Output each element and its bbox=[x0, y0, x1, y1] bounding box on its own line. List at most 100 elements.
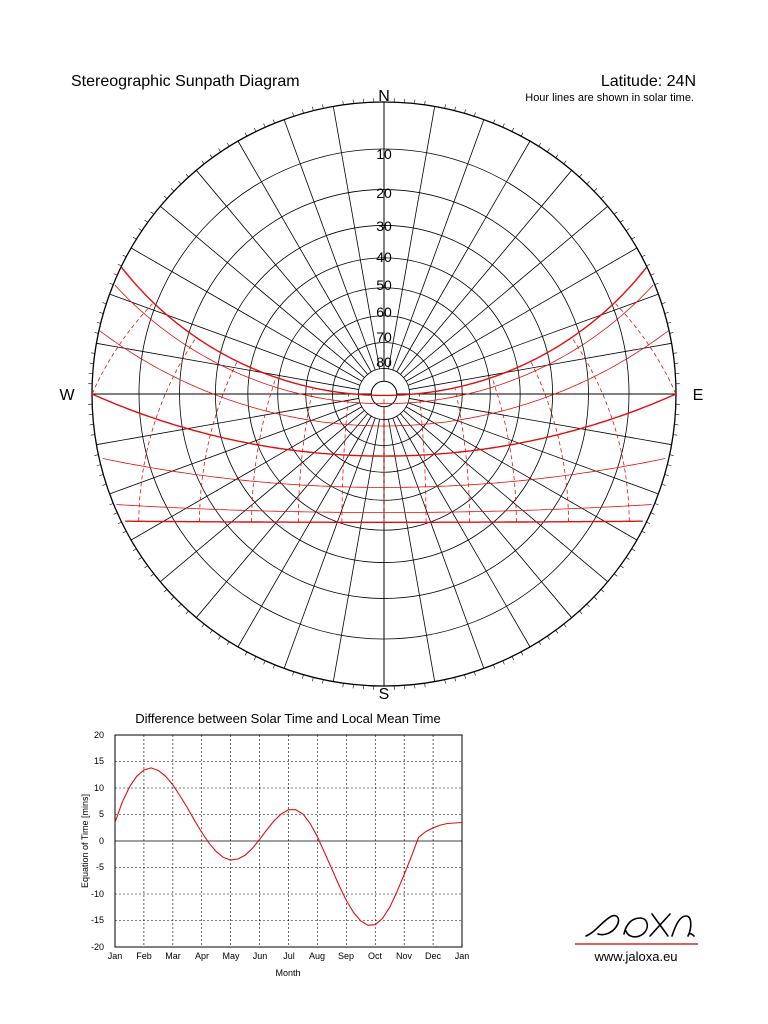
azimuth-line bbox=[392, 119, 485, 371]
azimuth-tick bbox=[218, 148, 221, 153]
azimuth-line bbox=[237, 140, 372, 373]
azimuth-tick bbox=[90, 352, 95, 354]
altitude-label-30: 30 bbox=[376, 218, 392, 234]
azimuth-tick bbox=[625, 557, 630, 560]
y-tick-label: -15 bbox=[91, 915, 104, 925]
hour-line bbox=[91, 303, 153, 394]
azimuth-tick bbox=[620, 565, 624, 569]
azimuth-tick bbox=[342, 683, 344, 688]
y-tick-label: 0 bbox=[99, 836, 104, 846]
azimuth-tick bbox=[586, 603, 590, 608]
azimuth-tick bbox=[292, 671, 295, 676]
eot-y-ticks: 20 15 10 5 0 -5 -10 -15 -20 bbox=[91, 730, 104, 952]
azimuth-tick bbox=[144, 565, 148, 569]
azimuth-tick bbox=[631, 236, 636, 240]
eot-x-ticks: Jan Feb Mar Apr May Jun Jul Aug Sep Oct … bbox=[108, 951, 470, 961]
azimuth-tick bbox=[122, 530, 127, 534]
azimuth-tick bbox=[444, 104, 446, 109]
y-tick-label: 20 bbox=[94, 730, 104, 740]
azimuth-tick bbox=[132, 548, 137, 552]
azimuth-tick bbox=[673, 352, 678, 354]
azimuth-tick bbox=[593, 188, 598, 192]
eot-grid bbox=[115, 735, 462, 947]
azimuth-tick bbox=[150, 211, 155, 215]
azimuth-tick bbox=[102, 483, 107, 486]
azimuth-tick bbox=[218, 635, 221, 640]
x-tick-label: Oct bbox=[368, 951, 383, 961]
hour-line bbox=[530, 362, 569, 522]
x-tick-label: Jan bbox=[455, 951, 470, 961]
equation-of-time-chart: Difference between Solar Time and Local … bbox=[80, 711, 469, 978]
azimuth-tick bbox=[473, 112, 476, 117]
azimuth-tick bbox=[555, 630, 559, 634]
hour-line bbox=[298, 388, 314, 523]
azimuth-line bbox=[405, 406, 638, 541]
azimuth-tick bbox=[90, 434, 95, 436]
azimuth-tick bbox=[424, 100, 426, 105]
azimuth-line bbox=[195, 413, 368, 618]
azimuth-tick bbox=[654, 503, 659, 506]
altitude-label-70: 70 bbox=[376, 329, 392, 345]
x-tick-label: Apr bbox=[195, 951, 209, 961]
azimuth-tick bbox=[209, 630, 213, 634]
hour-line bbox=[341, 394, 350, 523]
azimuth-tick bbox=[502, 123, 505, 128]
azimuth-tick bbox=[138, 228, 143, 231]
azimuth-line bbox=[283, 417, 376, 669]
azimuth-tick bbox=[547, 148, 550, 153]
azimuth-line bbox=[96, 342, 359, 390]
azimuth-line bbox=[388, 106, 436, 369]
azimuth-line bbox=[403, 410, 608, 583]
y-tick-label: 15 bbox=[94, 756, 104, 766]
azimuth-tick bbox=[464, 109, 466, 114]
eot-chart-title: Difference between Solar Time and Local … bbox=[135, 711, 440, 726]
altitude-label-80: 80 bbox=[376, 354, 392, 370]
azimuth-tick bbox=[654, 282, 659, 285]
azimuth-tick bbox=[209, 154, 213, 158]
hour-line bbox=[138, 338, 196, 522]
declination-sunpath bbox=[102, 458, 666, 488]
sunpath-curves bbox=[91, 266, 677, 523]
azimuth-tick bbox=[641, 254, 646, 258]
azimuth-tick bbox=[109, 282, 114, 285]
azimuth-tick bbox=[664, 474, 669, 476]
azimuth-tick bbox=[600, 195, 605, 199]
azimuth-line bbox=[160, 410, 365, 583]
azimuth-tick bbox=[292, 112, 295, 117]
azimuth-line bbox=[195, 170, 368, 375]
azimuth-tick bbox=[464, 674, 466, 679]
azimuth-tick bbox=[138, 557, 143, 560]
azimuth-line bbox=[283, 119, 376, 371]
latitude-label: Latitude: 24N bbox=[600, 73, 696, 90]
azimuth-tick bbox=[586, 180, 590, 185]
azimuth-tick bbox=[170, 188, 175, 192]
azimuth-tick bbox=[669, 332, 674, 334]
azimuth-tick bbox=[132, 236, 137, 240]
azimuth-tick bbox=[563, 623, 567, 628]
azimuth-tick bbox=[185, 610, 189, 615]
azimuth-tick bbox=[520, 132, 524, 137]
azimuth-tick bbox=[493, 119, 496, 124]
azimuth-line bbox=[407, 293, 659, 386]
azimuth-tick bbox=[102, 302, 107, 305]
azimuth-tick bbox=[170, 596, 175, 600]
x-tick-label: May bbox=[222, 951, 240, 961]
azimuth-tick bbox=[263, 123, 266, 128]
azimuth-line bbox=[160, 205, 365, 378]
azimuth-tick bbox=[579, 610, 583, 615]
azimuth-line bbox=[392, 417, 485, 669]
azimuth-tick bbox=[650, 273, 655, 276]
azimuth-tick bbox=[511, 127, 515, 132]
hour-line bbox=[251, 378, 277, 522]
y-tick-label: 10 bbox=[94, 783, 104, 793]
diagram-labels: N S W E 10 20 30 40 50 60 70 80 bbox=[59, 88, 703, 703]
azimuth-tick bbox=[201, 623, 205, 628]
azimuth-tick bbox=[579, 173, 583, 178]
y-tick-label: -20 bbox=[91, 942, 104, 952]
azimuth-tick bbox=[342, 100, 344, 105]
hour-line bbox=[615, 303, 677, 394]
azimuth-tick bbox=[94, 454, 99, 456]
azimuth-tick bbox=[144, 219, 148, 223]
hour-line bbox=[491, 378, 517, 522]
